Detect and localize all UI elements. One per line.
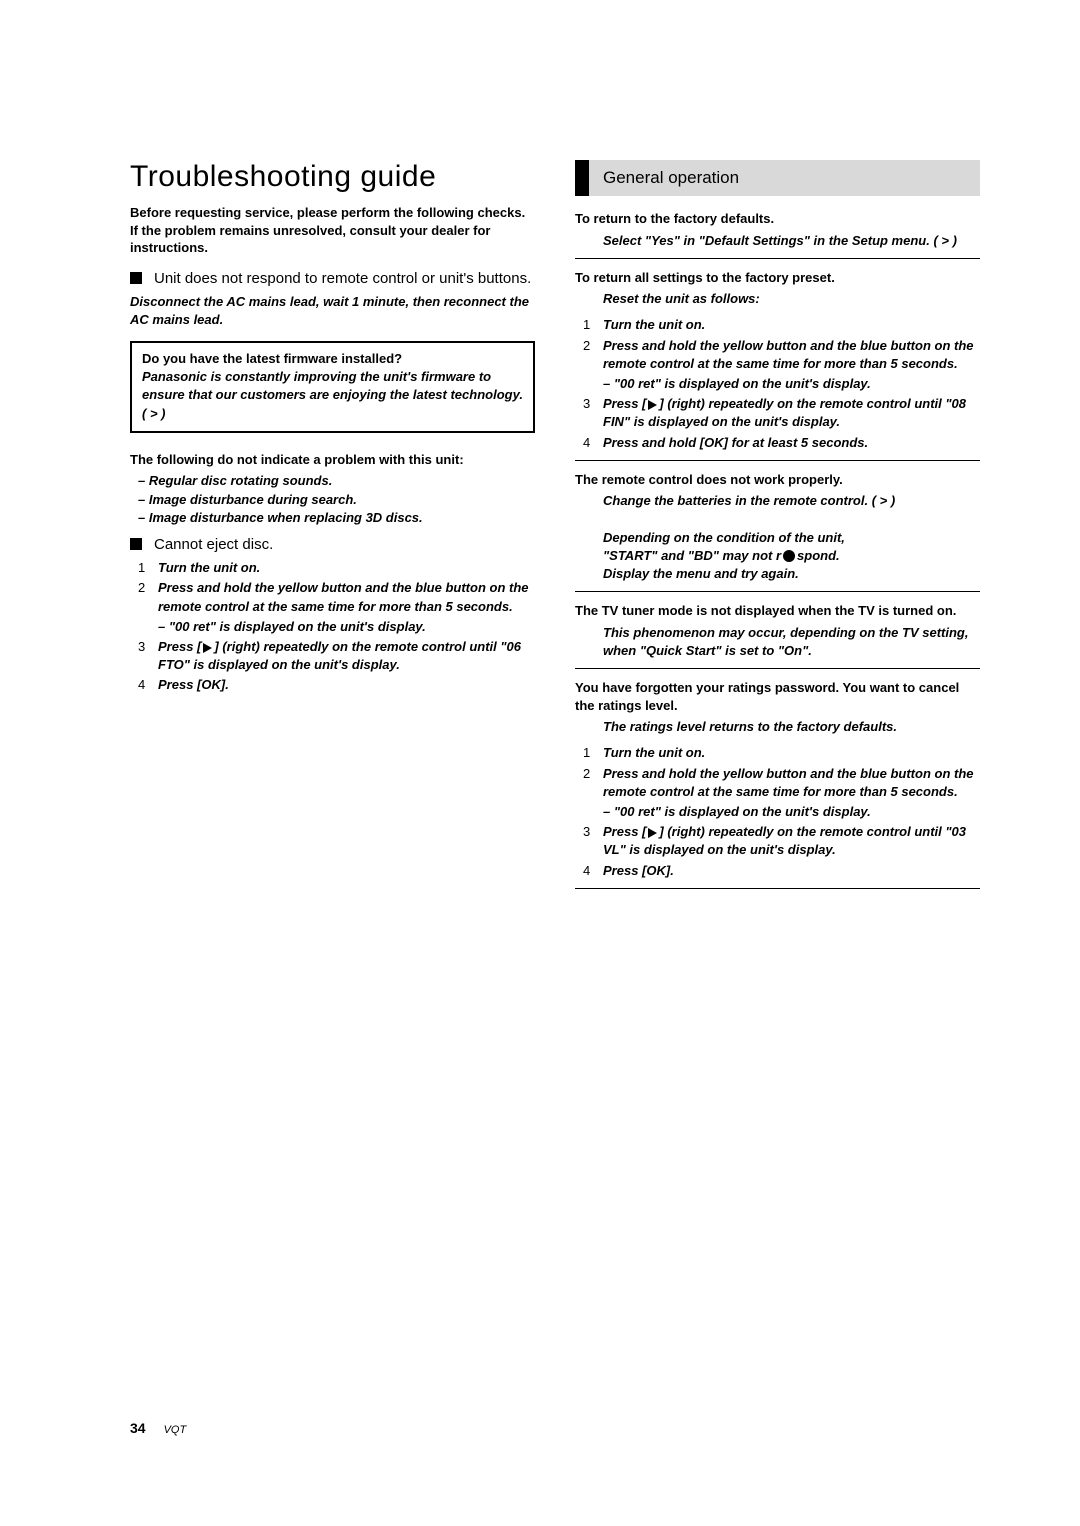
separator	[575, 668, 980, 669]
separator	[575, 888, 980, 889]
topic-lead: The ratings level returns to the factory…	[603, 718, 980, 736]
box-body: Panasonic is constantly improving the un…	[142, 368, 523, 423]
topic-heading: To return all settings to the factory pr…	[575, 269, 980, 287]
symptom-text: Cannot eject disc.	[154, 535, 273, 555]
section-banner: General operation	[575, 160, 980, 196]
topic-lead: Reset the unit as follows:	[603, 290, 980, 308]
banner-accent	[575, 160, 589, 196]
symptom-item: Unit does not respond to remote control …	[130, 269, 535, 289]
page-footer: 34 VQT	[130, 1420, 186, 1436]
dot-icon	[783, 550, 795, 562]
page-number: 34	[130, 1420, 146, 1436]
topic-heading: The TV tuner mode is not displayed when …	[575, 602, 980, 620]
step-list: 1Turn the unit on. 2Press and hold the y…	[575, 316, 980, 451]
model-code: VQT	[164, 1424, 187, 1436]
symptom-item: Cannot eject disc.	[130, 535, 535, 555]
separator	[575, 591, 980, 592]
instruction-text: Disconnect the AC mains lead, wait 1 min…	[130, 293, 535, 329]
right-column: General operation To return to the facto…	[575, 160, 980, 899]
box-title: Do you have the latest firmware installe…	[142, 351, 523, 366]
play-right-icon	[648, 828, 657, 838]
banner-title: General operation	[589, 160, 980, 196]
page: Troubleshooting guide Before requesting …	[0, 0, 1080, 959]
topic-heading: To return to the factory defaults.	[575, 210, 980, 228]
step-list: 1Turn the unit on. 2Press and hold the y…	[130, 559, 535, 694]
firmware-box: Do you have the latest firmware installe…	[130, 341, 535, 433]
separator	[575, 258, 980, 259]
page-title: Troubleshooting guide	[130, 160, 535, 194]
intro-text: Before requesting service, please perfor…	[130, 204, 535, 257]
topic-body: Select "Yes" in "Default Settings" in th…	[603, 232, 980, 250]
step-list: 1Turn the unit on. 2Press and hold the y…	[575, 744, 980, 879]
left-column: Troubleshooting guide Before requesting …	[130, 160, 535, 899]
topic-body: Change the batteries in the remote contr…	[603, 492, 980, 583]
topic-heading: You have forgotten your ratings password…	[575, 679, 980, 714]
separator	[575, 460, 980, 461]
subheading: The following do not indicate a problem …	[130, 451, 535, 469]
square-bullet-icon	[130, 272, 142, 284]
play-right-icon	[648, 400, 657, 410]
symptom-text: Unit does not respond to remote control …	[154, 269, 531, 289]
topic-heading: The remote control does not work properl…	[575, 471, 980, 489]
topic-body: This phenomenon may occur, depending on …	[603, 624, 980, 660]
play-right-icon	[203, 643, 212, 653]
square-bullet-icon	[130, 538, 142, 550]
sub-list: – Regular disc rotating sounds. – Image …	[138, 472, 535, 527]
